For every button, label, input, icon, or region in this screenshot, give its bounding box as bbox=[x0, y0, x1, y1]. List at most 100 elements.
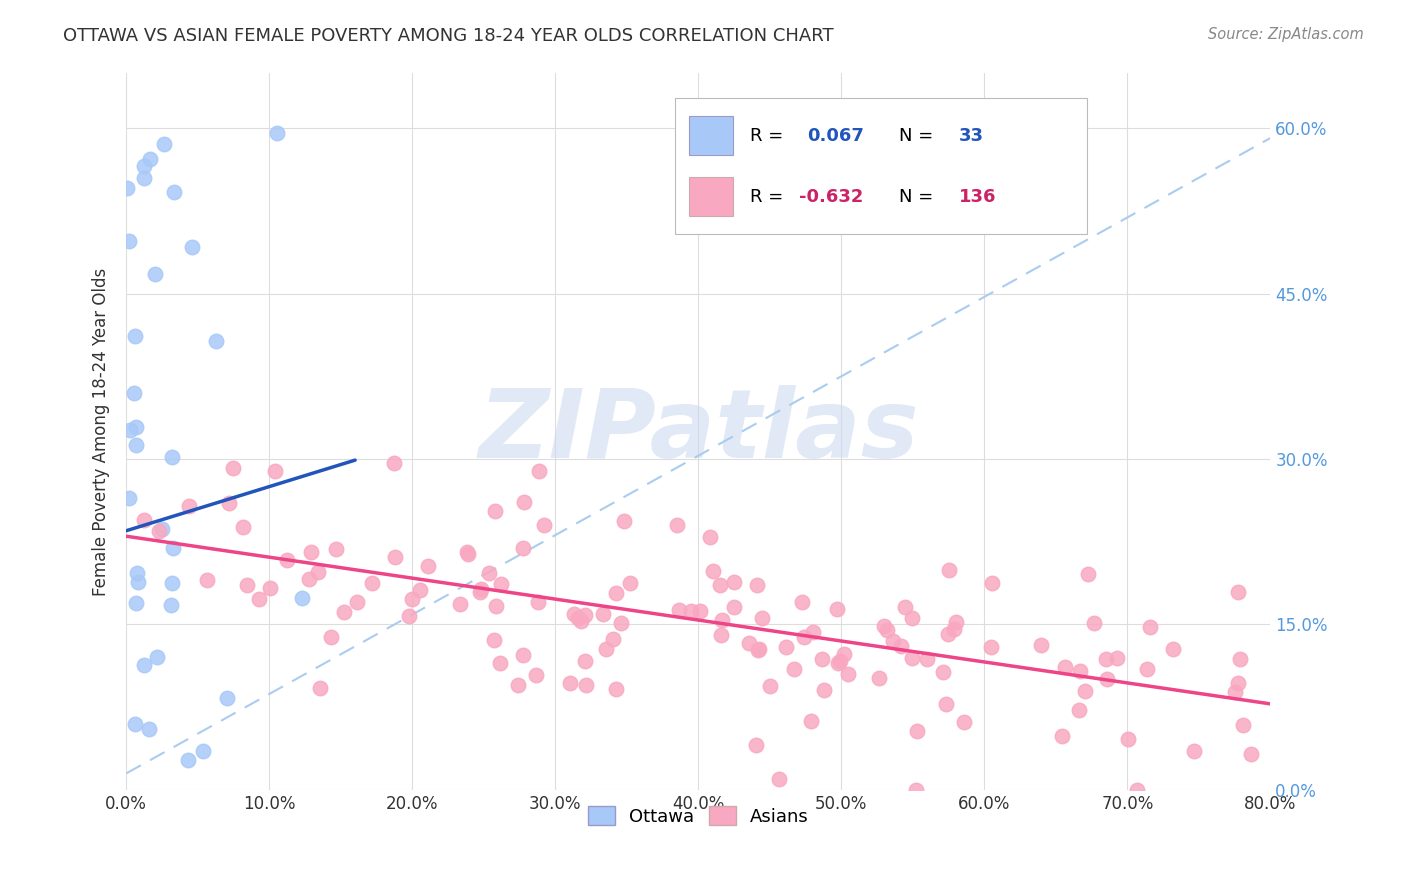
Point bbox=[745, 578, 768, 592]
Point bbox=[602, 632, 624, 647]
Point bbox=[152, 136, 174, 151]
Text: 136: 136 bbox=[959, 188, 997, 206]
Point bbox=[605, 681, 627, 696]
Point bbox=[232, 520, 254, 534]
Point bbox=[564, 607, 586, 622]
Text: -0.632: -0.632 bbox=[799, 188, 863, 206]
Point bbox=[1095, 652, 1118, 666]
FancyBboxPatch shape bbox=[675, 98, 1087, 235]
Point bbox=[416, 559, 439, 574]
Point bbox=[215, 690, 238, 705]
Point bbox=[915, 651, 938, 665]
Point bbox=[907, 723, 929, 738]
Point bbox=[321, 630, 343, 644]
Point bbox=[723, 574, 745, 589]
Point bbox=[1126, 783, 1149, 797]
Point bbox=[299, 545, 322, 559]
Point bbox=[127, 575, 149, 590]
Point bbox=[1029, 638, 1052, 652]
Point bbox=[384, 549, 406, 564]
Point bbox=[529, 463, 551, 477]
Point bbox=[792, 595, 814, 609]
FancyBboxPatch shape bbox=[689, 116, 733, 155]
Point bbox=[524, 668, 547, 682]
Point bbox=[512, 495, 534, 509]
Point bbox=[307, 565, 329, 579]
Point bbox=[699, 530, 721, 544]
Point bbox=[457, 548, 479, 562]
Text: Source: ZipAtlas.com: Source: ZipAtlas.com bbox=[1208, 27, 1364, 42]
Text: OTTAWA VS ASIAN FEMALE POVERTY AMONG 18-24 YEAR OLDS CORRELATION CHART: OTTAWA VS ASIAN FEMALE POVERTY AMONG 18-… bbox=[63, 27, 834, 45]
Point bbox=[1240, 747, 1263, 761]
Point bbox=[148, 524, 170, 538]
Point bbox=[259, 581, 281, 595]
Text: ZIPatlas: ZIPatlas bbox=[478, 385, 918, 478]
Point bbox=[1136, 662, 1159, 676]
Point bbox=[264, 464, 287, 478]
Point bbox=[737, 636, 759, 650]
Point bbox=[890, 639, 912, 653]
Point bbox=[827, 656, 849, 670]
Point bbox=[825, 601, 848, 615]
Point bbox=[484, 504, 506, 518]
Point bbox=[266, 127, 288, 141]
Point bbox=[837, 666, 859, 681]
Point bbox=[1074, 683, 1097, 698]
Point bbox=[162, 541, 184, 556]
Point bbox=[689, 604, 711, 618]
Point bbox=[409, 583, 432, 598]
Point bbox=[901, 650, 924, 665]
Point bbox=[1182, 744, 1205, 758]
Point bbox=[222, 461, 245, 475]
Point bbox=[124, 717, 146, 731]
Text: R =: R = bbox=[749, 188, 789, 206]
Point bbox=[1083, 616, 1105, 631]
Point bbox=[775, 640, 797, 654]
Text: 0.067: 0.067 bbox=[807, 127, 863, 145]
Point bbox=[127, 566, 149, 581]
Point bbox=[567, 611, 589, 625]
Point bbox=[143, 267, 166, 281]
Point bbox=[868, 671, 890, 685]
Point bbox=[125, 420, 148, 434]
Point bbox=[291, 591, 314, 606]
Text: N =: N = bbox=[898, 188, 939, 206]
Point bbox=[1069, 703, 1091, 717]
Point bbox=[309, 681, 332, 695]
Point bbox=[195, 574, 218, 588]
Point bbox=[526, 595, 548, 609]
Point bbox=[801, 625, 824, 640]
Point bbox=[595, 642, 617, 657]
Point bbox=[793, 630, 815, 644]
Point bbox=[117, 181, 139, 195]
Point bbox=[1226, 585, 1249, 599]
Point bbox=[276, 552, 298, 566]
Point bbox=[1069, 664, 1091, 678]
Point bbox=[710, 628, 733, 642]
Point bbox=[980, 640, 1002, 654]
Point bbox=[935, 697, 957, 711]
Point bbox=[1223, 684, 1246, 698]
Point bbox=[882, 633, 904, 648]
Point bbox=[574, 608, 596, 623]
Point bbox=[1054, 659, 1077, 673]
Point bbox=[456, 545, 478, 559]
Point bbox=[952, 714, 974, 729]
Point bbox=[449, 597, 471, 611]
Point bbox=[468, 585, 491, 599]
Point bbox=[482, 632, 505, 647]
Point bbox=[512, 541, 534, 555]
Point bbox=[333, 605, 356, 619]
Point bbox=[181, 240, 204, 254]
Point bbox=[160, 598, 183, 612]
Text: N =: N = bbox=[898, 127, 939, 145]
Point bbox=[1139, 620, 1161, 634]
Point bbox=[298, 572, 321, 586]
Point bbox=[204, 334, 226, 348]
FancyBboxPatch shape bbox=[689, 177, 733, 217]
Point bbox=[901, 611, 924, 625]
Point bbox=[470, 582, 492, 596]
Point bbox=[132, 513, 155, 527]
Point bbox=[619, 575, 641, 590]
Point bbox=[574, 654, 596, 668]
